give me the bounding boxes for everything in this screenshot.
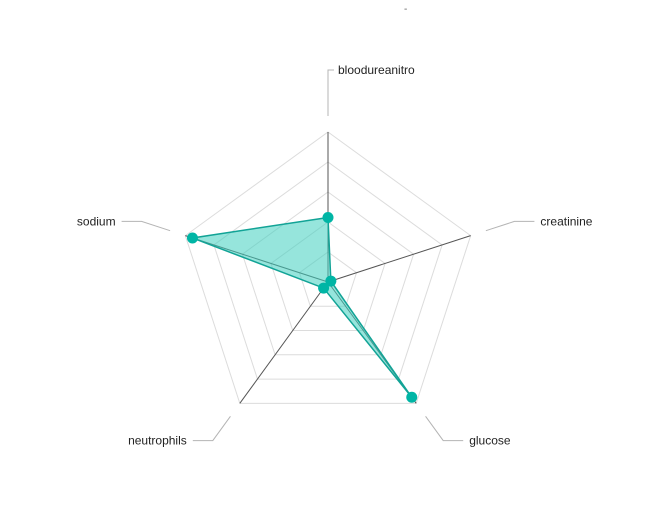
axis-label-bloodureanitro: bloodureanitro xyxy=(338,63,415,77)
label-leader-neutrophils xyxy=(192,416,231,442)
data-point-sodium xyxy=(186,232,198,244)
axis-label-glucose: glucose xyxy=(469,434,511,448)
label-leader-creatinine xyxy=(485,220,535,232)
label-leader-glucose xyxy=(425,416,464,442)
grid-ring-5 xyxy=(184,131,472,404)
label-leader-bloodureanitro xyxy=(327,69,334,116)
axis-label-neutrophils: neutrophils xyxy=(128,434,187,448)
data-point-neutrophils xyxy=(318,282,330,294)
series-layer xyxy=(186,212,418,403)
series-area-0 xyxy=(189,216,413,398)
chart-title: - xyxy=(404,4,408,15)
data-point-glucose xyxy=(406,391,418,403)
axis-line-creatinine xyxy=(327,235,471,283)
axis-line-neutrophils xyxy=(239,281,329,404)
grid-ring-4 xyxy=(213,161,443,380)
label-leader-sodium xyxy=(121,220,171,232)
data-point-bloodureanitro xyxy=(322,212,334,223)
data-point-creatinine xyxy=(325,275,337,287)
axis-label-sodium: sodium xyxy=(77,214,116,228)
axis-label-creatinine: creatinine xyxy=(540,214,592,228)
label-layer: bloodureanitro creatinine glucose neutrophi… xyxy=(77,63,593,448)
